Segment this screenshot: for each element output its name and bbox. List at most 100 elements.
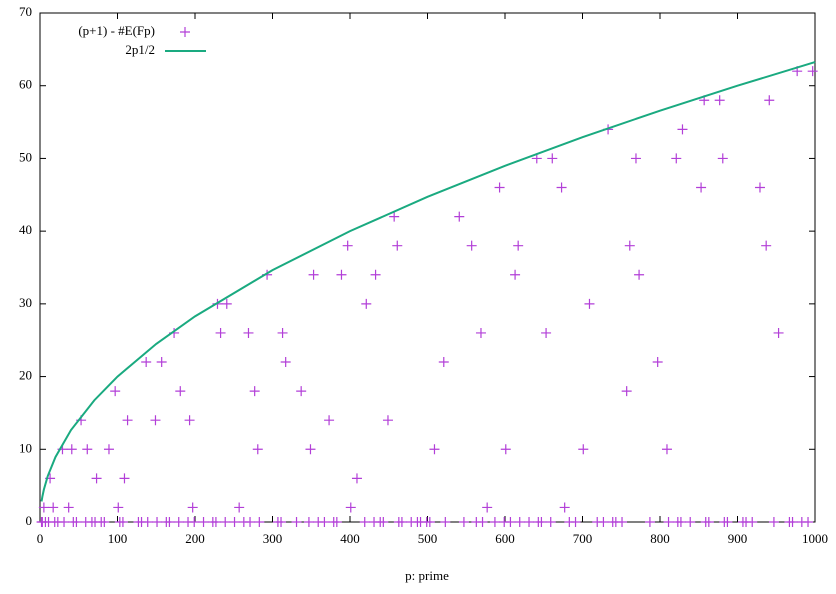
point	[184, 415, 195, 426]
point	[63, 502, 74, 513]
x-tick-label: 300	[263, 531, 283, 546]
point	[392, 240, 403, 251]
y-tick-label: 70	[19, 4, 32, 19]
point	[652, 357, 663, 368]
point	[685, 517, 696, 527]
point	[663, 517, 674, 527]
point	[477, 517, 488, 527]
point	[38, 502, 49, 513]
point	[336, 269, 347, 280]
point	[621, 386, 632, 397]
point	[71, 517, 82, 527]
point	[438, 357, 449, 368]
point	[722, 517, 733, 527]
point	[210, 517, 221, 527]
point	[198, 517, 209, 527]
x-tick-label: 0	[37, 531, 44, 546]
point	[556, 182, 567, 193]
point	[396, 517, 407, 527]
point	[59, 517, 70, 527]
y-tick-label: 40	[19, 222, 32, 237]
point	[466, 240, 477, 251]
point	[142, 517, 153, 527]
point	[164, 517, 175, 527]
point	[617, 517, 628, 527]
point	[768, 517, 779, 527]
point	[661, 444, 672, 455]
point	[489, 517, 500, 527]
point	[545, 517, 556, 527]
point	[754, 182, 765, 193]
point	[117, 517, 128, 527]
y-tick-label: 50	[19, 149, 32, 164]
point	[514, 517, 525, 527]
point	[215, 327, 226, 338]
point	[291, 517, 302, 527]
x-tick-label: 700	[573, 531, 593, 546]
y-tick-label: 30	[19, 295, 32, 310]
point	[584, 298, 595, 309]
point	[598, 517, 609, 527]
y-tick-label: 20	[19, 368, 32, 383]
x-axis-label: p: prime	[405, 568, 449, 583]
point	[559, 502, 570, 513]
point	[48, 502, 59, 513]
x-tick-label: 800	[650, 531, 670, 546]
point	[361, 298, 372, 309]
point	[175, 386, 186, 397]
point	[494, 182, 505, 193]
point	[141, 357, 152, 368]
curve	[40, 61, 816, 502]
point	[370, 269, 381, 280]
point	[103, 444, 114, 455]
point	[524, 517, 535, 527]
legend-label: (p+1) - #E(Fp)	[78, 23, 155, 38]
point	[458, 517, 469, 527]
point	[319, 517, 330, 527]
point	[578, 444, 589, 455]
point	[119, 473, 130, 484]
point	[308, 269, 319, 280]
point	[324, 415, 335, 426]
point	[254, 517, 265, 527]
point	[276, 517, 287, 527]
point	[187, 502, 198, 513]
point	[382, 415, 393, 426]
y-tick-label: 10	[19, 440, 32, 455]
y-tick-label: 60	[19, 77, 32, 92]
point	[303, 517, 314, 527]
point	[342, 240, 353, 251]
point	[249, 386, 260, 397]
point	[536, 517, 547, 527]
point	[675, 517, 686, 527]
point	[671, 153, 682, 164]
point	[173, 517, 184, 527]
x-tick-label: 500	[418, 531, 438, 546]
point	[152, 517, 163, 527]
point	[220, 517, 231, 527]
point	[803, 517, 814, 527]
point	[644, 517, 655, 527]
point	[513, 240, 524, 251]
x-tick-label: 100	[108, 531, 128, 546]
point	[66, 444, 77, 455]
point	[454, 211, 465, 222]
point	[787, 517, 798, 527]
point	[424, 517, 435, 527]
point	[234, 502, 245, 513]
point	[440, 517, 451, 527]
point	[505, 517, 516, 527]
point	[677, 124, 688, 135]
point	[378, 517, 389, 527]
point	[243, 327, 254, 338]
point	[807, 66, 818, 77]
x-tick-label: 600	[495, 531, 515, 546]
point	[150, 415, 161, 426]
point	[280, 357, 291, 368]
point	[747, 517, 758, 527]
point	[634, 269, 645, 280]
point	[359, 517, 370, 527]
legend-label: 2p1/2	[125, 42, 155, 57]
point	[331, 517, 342, 527]
